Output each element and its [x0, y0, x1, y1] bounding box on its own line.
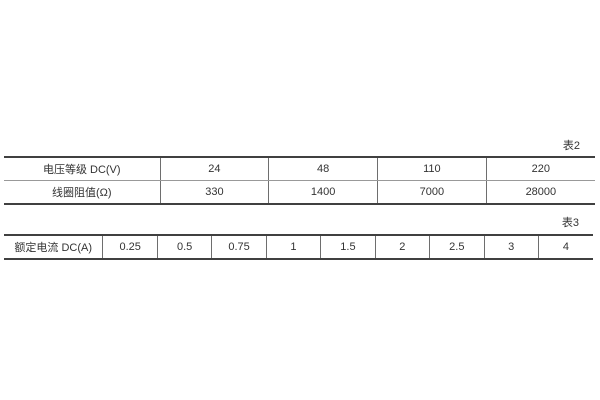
table-row: 线圈阻值(Ω) 330 1400 7000 28000	[4, 180, 595, 204]
current-value: 0.5	[156, 235, 213, 259]
current-value: 1.5	[320, 235, 376, 259]
current-value: 0.75	[211, 235, 267, 259]
current-value: 0.25	[102, 235, 158, 259]
voltage-value: 48	[268, 157, 378, 181]
table3-caption: 表3	[561, 217, 579, 229]
row-label-rated-current: 额定电流 DC(A)	[4, 235, 104, 259]
voltage-value: 24	[159, 157, 270, 181]
voltage-value: 220	[485, 157, 595, 181]
resistance-value: 330	[159, 180, 270, 204]
row-label-voltage-grade: 电压等级 DC(V)	[4, 157, 161, 181]
rated-current-table: 额定电流 DC(A) 0.25 0.5 0.75 1 1.5 2 2.5 3 4	[4, 234, 593, 260]
row-label-coil-resistance: 线圈阻值(Ω)	[4, 180, 161, 204]
current-value: 3	[483, 235, 539, 259]
current-value: 2	[374, 235, 431, 259]
resistance-value: 1400	[268, 180, 378, 204]
table-row: 电压等级 DC(V) 24 48 110 220	[4, 157, 595, 181]
resistance-value: 28000	[485, 180, 595, 204]
current-value: 4	[537, 235, 593, 259]
current-value: 2.5	[429, 235, 485, 259]
table-row: 额定电流 DC(A) 0.25 0.5 0.75 1 1.5 2 2.5 3 4	[4, 235, 593, 259]
current-value: 1	[265, 235, 322, 259]
voltage-value: 110	[376, 157, 487, 181]
resistance-value: 7000	[376, 180, 487, 204]
voltage-coil-resistance-table: 电压等级 DC(V) 24 48 110 220 线圈阻值(Ω) 330 140…	[4, 156, 595, 205]
table2-caption: 表2	[562, 140, 580, 152]
